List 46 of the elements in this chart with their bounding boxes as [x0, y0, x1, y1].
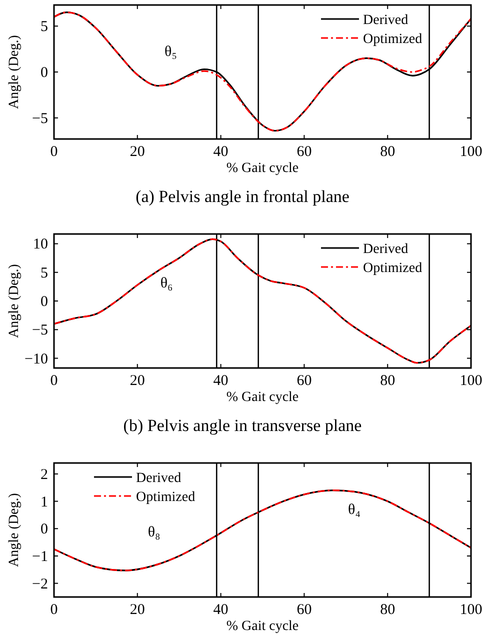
- x-axis-title: % Gait cycle: [226, 619, 299, 634]
- x-tick-label: 100: [460, 373, 482, 389]
- x-tick-label: 40: [213, 373, 228, 389]
- x-tick-label: 80: [380, 144, 396, 160]
- x-tick-label: 40: [213, 144, 228, 160]
- x-tick-label: 40: [213, 602, 228, 618]
- y-tick-label: 2: [40, 466, 48, 483]
- y-tick-label: −5: [32, 110, 48, 127]
- x-axis-title: % Gait cycle: [226, 390, 299, 405]
- annotation: θ₆: [160, 276, 173, 292]
- x-tick-label: 80: [380, 602, 396, 618]
- annotation: θ₄: [348, 502, 360, 518]
- legend-label: Optimized: [136, 490, 196, 505]
- y-tick-label: −5: [32, 322, 48, 339]
- x-tick-label: 100: [460, 144, 482, 160]
- y-axis-title: Angle (Deg.): [7, 492, 22, 567]
- y-tick-label: 1: [40, 494, 48, 510]
- y-tick-label: −2: [32, 576, 48, 592]
- y-tick-label: 5: [40, 265, 48, 282]
- text: (b) Pelvis angle in transverse plane: [123, 416, 362, 435]
- x-tick-label: 20: [130, 602, 145, 618]
- x-tick-label: 20: [130, 144, 145, 160]
- x-tick-label: 60: [296, 144, 312, 160]
- legend-label: Derived: [363, 13, 408, 28]
- x-axis-title: % Gait cycle: [226, 161, 299, 176]
- y-tick-label: 0: [40, 522, 48, 538]
- y-axis-title: Angle (Deg.): [7, 34, 22, 109]
- y-tick-label: 5: [40, 19, 48, 36]
- legend-label: Derived: [136, 471, 182, 486]
- x-tick-label: 60: [296, 602, 312, 618]
- legend-label: Optimized: [363, 32, 422, 47]
- x-tick-label: 100: [460, 602, 482, 618]
- y-tick-label: −10: [24, 351, 48, 368]
- x-tick-label: 20: [130, 373, 145, 389]
- y-tick-label: 0: [40, 65, 48, 81]
- annotation: θ₈: [148, 524, 160, 541]
- y-tick-label: 10: [33, 236, 48, 253]
- text: (a) Pelvis angle in frontal plane: [136, 187, 350, 206]
- legend-label: Optimized: [363, 261, 422, 276]
- legend-label: Derived: [363, 242, 408, 257]
- y-tick-label: 0: [40, 294, 48, 310]
- x-tick-label: 80: [380, 373, 396, 389]
- x-tick-label: 60: [296, 373, 312, 389]
- annotation: θ₅: [164, 44, 177, 60]
- y-axis-title: Angle (Deg.): [7, 264, 22, 338]
- y-tick-label: −1: [32, 548, 48, 565]
